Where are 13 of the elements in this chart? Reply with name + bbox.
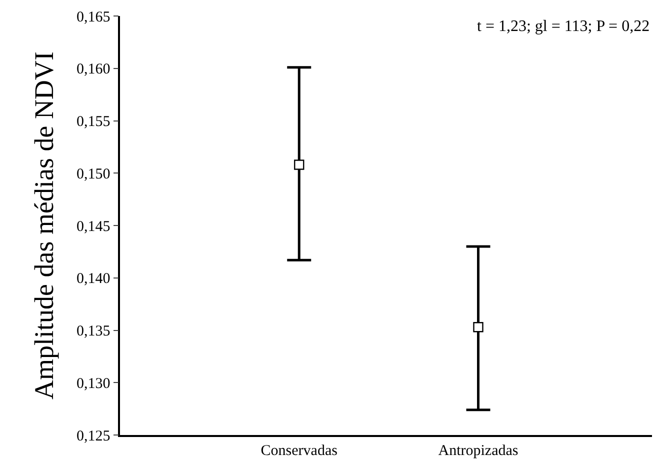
y-tick-label: 0,145 bbox=[76, 218, 110, 235]
y-tick-label: 0,160 bbox=[76, 62, 110, 78]
annotation: t = 1,23; gl = 113; P = 0,22 bbox=[477, 18, 650, 35]
x-tick-label: Conservadas bbox=[260, 442, 338, 459]
y-tick-label: 0,155 bbox=[76, 114, 110, 130]
y-tick-label: 0,140 bbox=[76, 271, 110, 288]
y-tick-label: 0,150 bbox=[76, 166, 110, 182]
y-tick-label: 0,135 bbox=[76, 324, 110, 340]
y-tick-label: 0,165 bbox=[76, 9, 110, 26]
x-tick-label: Antropizadas bbox=[438, 442, 518, 459]
y-tick-label: 0,130 bbox=[76, 376, 110, 392]
y-axis-title: Amplitude das médias de NDVI bbox=[29, 52, 60, 400]
y-tick-label: 0,125 bbox=[76, 428, 110, 444]
